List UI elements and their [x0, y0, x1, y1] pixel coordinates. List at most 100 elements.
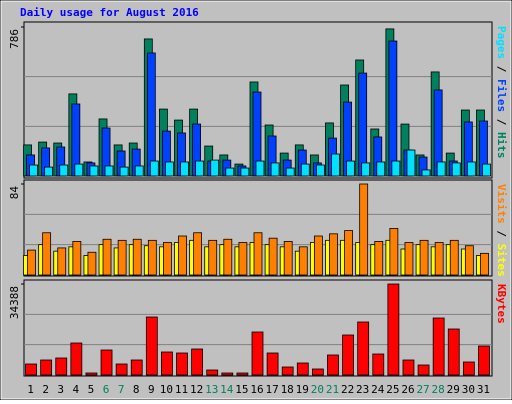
x-tick-label: 17 — [265, 383, 278, 396]
bar — [104, 165, 114, 177]
legend-separator: / — [495, 224, 508, 244]
bar — [208, 239, 218, 276]
bar — [374, 241, 384, 276]
bar — [210, 159, 220, 177]
x-tick-label: 5 — [88, 383, 95, 396]
bar — [89, 165, 99, 177]
bar — [402, 359, 415, 376]
x-tick-label: 27 — [416, 383, 429, 396]
bar — [176, 352, 188, 376]
bar — [236, 372, 249, 376]
bar — [342, 334, 354, 376]
bar — [161, 351, 173, 376]
bar — [102, 238, 112, 276]
x-tick-label: 28 — [432, 383, 445, 396]
x-tick-label: 26 — [401, 383, 414, 396]
bar — [87, 251, 97, 276]
bar — [72, 241, 82, 276]
bar — [132, 238, 142, 276]
bar — [178, 235, 187, 276]
x-tick-label: 16 — [250, 383, 263, 396]
bar — [466, 161, 476, 177]
bar — [149, 160, 159, 177]
legend-separator: / — [495, 112, 508, 132]
legend-entry: Hits — [495, 132, 508, 159]
bar — [115, 363, 128, 376]
x-tick-label: 31 — [477, 383, 490, 396]
bar — [372, 353, 385, 376]
y-tick-label: 34388 — [8, 286, 21, 319]
bar — [462, 361, 475, 376]
x-tick-label: 25 — [386, 383, 399, 396]
legend-entry: Visits — [495, 184, 508, 224]
bar — [70, 342, 83, 376]
x-tick-label: 21 — [326, 383, 339, 396]
bar — [165, 161, 174, 177]
legend: Pages / Files / Hits — [495, 26, 508, 159]
x-tick-label: 4 — [73, 383, 80, 396]
bar — [419, 239, 429, 276]
bar — [27, 249, 36, 276]
x-tick-label: 9 — [148, 383, 155, 396]
x-tick-label: 2 — [42, 383, 49, 396]
x-tick-label: 11 — [175, 383, 188, 396]
bar — [251, 331, 264, 376]
legend-entry: Files — [495, 79, 508, 112]
bar — [359, 183, 369, 276]
bar — [388, 40, 398, 177]
bar — [464, 245, 474, 276]
bar — [253, 232, 263, 276]
bar — [206, 369, 219, 376]
bar — [225, 167, 235, 177]
bar — [389, 228, 399, 276]
bar — [283, 241, 293, 276]
bar — [163, 242, 172, 276]
bar — [391, 160, 401, 177]
bar — [59, 164, 69, 177]
bar — [447, 328, 460, 376]
bar — [298, 246, 308, 276]
bar — [42, 232, 52, 276]
legend-entry: Pages — [495, 26, 508, 59]
legend-separator: / — [495, 59, 508, 79]
bar — [480, 252, 489, 276]
y-tick-label: 84 — [8, 186, 21, 200]
legend: Visits / Sites — [495, 184, 508, 277]
bar — [147, 239, 157, 276]
bar — [357, 321, 370, 376]
chart-title: Daily usage for August 2016 — [20, 6, 199, 19]
bar — [100, 349, 113, 376]
x-tick-label: 13 — [205, 383, 218, 396]
bar — [285, 167, 295, 177]
x-tick-label: 23 — [356, 383, 369, 396]
x-tick-label: 29 — [447, 383, 460, 396]
bar — [74, 163, 84, 177]
bar — [421, 169, 431, 177]
x-tick-label: 20 — [311, 383, 324, 396]
bar — [296, 362, 309, 376]
bar — [268, 237, 278, 276]
bar — [25, 363, 37, 376]
x-tick-label: 6 — [103, 383, 110, 396]
bar — [300, 163, 310, 177]
bar — [329, 233, 338, 276]
legend-entry: Sites — [495, 244, 508, 277]
x-tick-label: 14 — [220, 383, 234, 396]
bar — [482, 163, 491, 177]
bar — [130, 359, 143, 376]
bar — [44, 166, 54, 177]
bar — [311, 368, 324, 376]
bar — [29, 164, 38, 177]
bar — [255, 160, 265, 177]
bar — [180, 161, 189, 177]
x-tick-label: 22 — [341, 383, 354, 396]
bar — [55, 357, 68, 376]
bar — [221, 372, 234, 376]
bar — [281, 366, 294, 376]
x-tick-label: 30 — [462, 383, 475, 396]
bar — [358, 72, 368, 177]
bar — [193, 232, 203, 276]
x-tick-label: 18 — [281, 383, 294, 396]
